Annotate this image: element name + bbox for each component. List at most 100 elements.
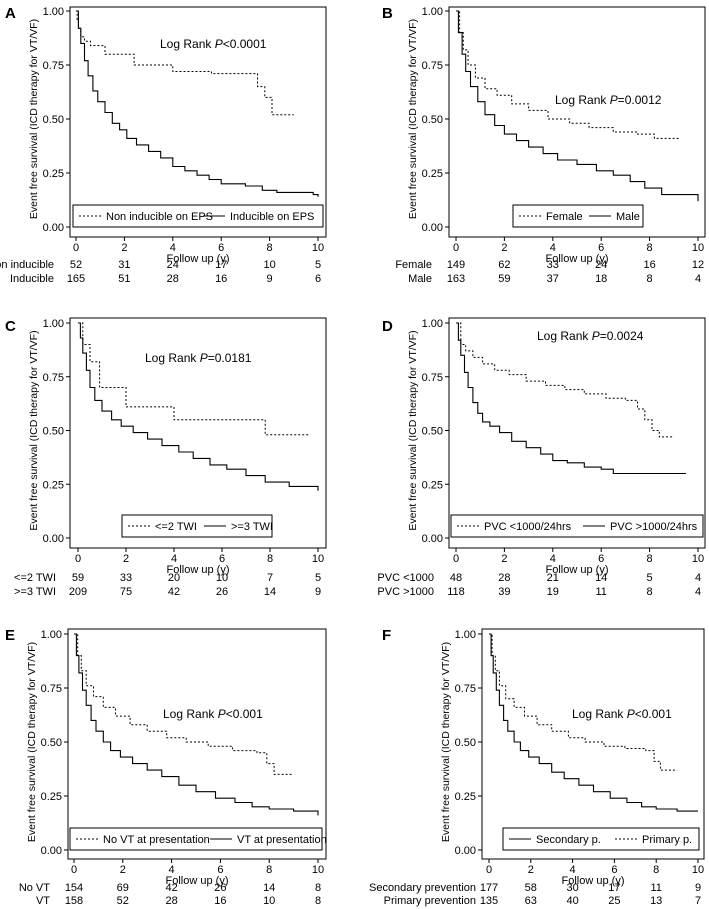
- series-line-dotted: [78, 322, 309, 436]
- logrank-annotation: Log Rank P<0.0001: [160, 37, 267, 51]
- logrank-annotation: Log Rank P<0.001: [163, 707, 263, 721]
- risk-count: 7: [695, 895, 701, 907]
- risk-count: 21: [547, 572, 559, 584]
- y-tick-label: 0.50: [455, 737, 476, 749]
- panel-e: E Event free survival (ICD therapy for VT…: [5, 627, 327, 907]
- panel-letter: C: [5, 318, 16, 335]
- y-tick-label: 1.00: [422, 318, 443, 330]
- risk-count: 4: [695, 586, 701, 598]
- plot-frame: [481, 628, 705, 860]
- risk-count: 16: [215, 273, 227, 285]
- x-axis-label: Follow up (y): [167, 253, 230, 265]
- x-tick-label: 2: [501, 242, 507, 254]
- x-tick-label: 0: [71, 864, 77, 876]
- x-tick-label: 4: [169, 864, 175, 876]
- risk-count: 4: [695, 273, 701, 285]
- risk-count: 30: [566, 882, 578, 894]
- panel-d: D Event free survival (ICD therapy for VT…: [377, 317, 706, 598]
- x-tick-label: 2: [528, 864, 534, 876]
- legend-frame: [512, 204, 644, 228]
- risk-count: 149: [447, 259, 465, 271]
- x-tick-label: 4: [550, 553, 556, 565]
- y-tick-label: 1.00: [43, 6, 64, 18]
- risk-row-label: Primary prevention: [384, 895, 476, 907]
- y-tick-label: 1.00: [422, 6, 443, 18]
- y-axis-label: Event free survival (ICD therapy for VT/…: [407, 19, 419, 219]
- risk-count: 42: [165, 882, 177, 894]
- x-tick-label: 2: [121, 242, 127, 254]
- x-tick-label: 8: [266, 864, 272, 876]
- risk-count: 16: [643, 259, 655, 271]
- panel-letter: D: [382, 318, 393, 335]
- risk-count: 9: [695, 882, 701, 894]
- risk-count: 6: [315, 273, 321, 285]
- x-tick-label: 0: [486, 864, 492, 876]
- legend-label: VT at presentation: [237, 834, 327, 846]
- plot-frame: [67, 628, 327, 860]
- x-axis-label: Follow up (y): [546, 253, 609, 265]
- risk-row-label: No VT: [19, 882, 50, 894]
- x-tick-label: 6: [598, 242, 604, 254]
- y-tick-label: 0.50: [43, 114, 64, 126]
- y-tick-label: 0.50: [422, 426, 443, 438]
- x-tick-label: 6: [217, 864, 223, 876]
- y-tick-label: 0.00: [43, 222, 64, 234]
- x-tick-label: 10: [312, 864, 324, 876]
- risk-count: 59: [72, 572, 84, 584]
- y-tick-label: 0.25: [422, 168, 443, 180]
- y-axis-label: Event free survival (ICD therapy for VT/…: [407, 330, 419, 530]
- risk-count: 20: [168, 572, 180, 584]
- y-tick-label: 0.00: [422, 533, 443, 545]
- risk-count: 14: [595, 572, 607, 584]
- risk-count: 163: [447, 273, 465, 285]
- risk-row-label: Secondary prevention: [369, 882, 476, 894]
- legend-label: Female: [546, 211, 583, 223]
- y-tick-label: 1.00: [43, 318, 64, 330]
- risk-count: 75: [120, 586, 132, 598]
- y-axis-label: Event free survival (ICD therapy for VT/…: [26, 642, 38, 842]
- risk-count: 135: [480, 895, 498, 907]
- risk-count: 39: [498, 586, 510, 598]
- y-tick-label: 0.00: [455, 845, 476, 857]
- series-line-dotted: [456, 322, 674, 438]
- risk-count: 26: [216, 586, 228, 598]
- y-tick-label: 0.25: [455, 791, 476, 803]
- y-tick-label: 0.75: [43, 60, 64, 72]
- panel-letter: E: [5, 627, 15, 644]
- x-tick-label: 2: [123, 553, 129, 565]
- plot-frame: [69, 6, 327, 238]
- risk-row-label: Male: [408, 273, 432, 285]
- legend-frame: [450, 514, 704, 538]
- risk-count: 17: [215, 259, 227, 271]
- panel-b: B Event free survival (ICD therapy for VT…: [382, 5, 706, 285]
- risk-row-label: Female: [395, 259, 432, 271]
- x-tick-label: 10: [692, 553, 704, 565]
- y-tick-label: 0.00: [41, 845, 62, 857]
- y-tick-label: 0.50: [43, 426, 64, 438]
- risk-count: 28: [167, 273, 179, 285]
- x-tick-label: 8: [267, 242, 273, 254]
- plot-frame: [448, 317, 706, 549]
- risk-count: 8: [315, 882, 321, 894]
- risk-count: 58: [525, 882, 537, 894]
- risk-count: 24: [595, 259, 607, 271]
- risk-count: 8: [315, 895, 321, 907]
- risk-count: 8: [647, 586, 653, 598]
- risk-count: 9: [267, 273, 273, 285]
- risk-count: 10: [263, 259, 275, 271]
- logrank-annotation: Log Rank P<0.001: [572, 707, 672, 721]
- panel-f: F Event free survival (ICD therapy for VT…: [369, 627, 705, 907]
- risk-count: 10: [216, 572, 228, 584]
- risk-count: 158: [65, 895, 83, 907]
- legend-label: Male: [616, 211, 640, 223]
- y-tick-label: 0.25: [41, 791, 62, 803]
- risk-row-label: <=2 TWI: [14, 572, 56, 584]
- risk-count: 19: [547, 586, 559, 598]
- x-tick-label: 0: [453, 553, 459, 565]
- risk-count: 17: [608, 882, 620, 894]
- series-line-dotted: [489, 633, 678, 771]
- risk-count: 9: [315, 586, 321, 598]
- y-tick-label: 0.50: [422, 114, 443, 126]
- x-axis-label: Follow up (y): [166, 875, 229, 887]
- legend-frame: [72, 204, 324, 228]
